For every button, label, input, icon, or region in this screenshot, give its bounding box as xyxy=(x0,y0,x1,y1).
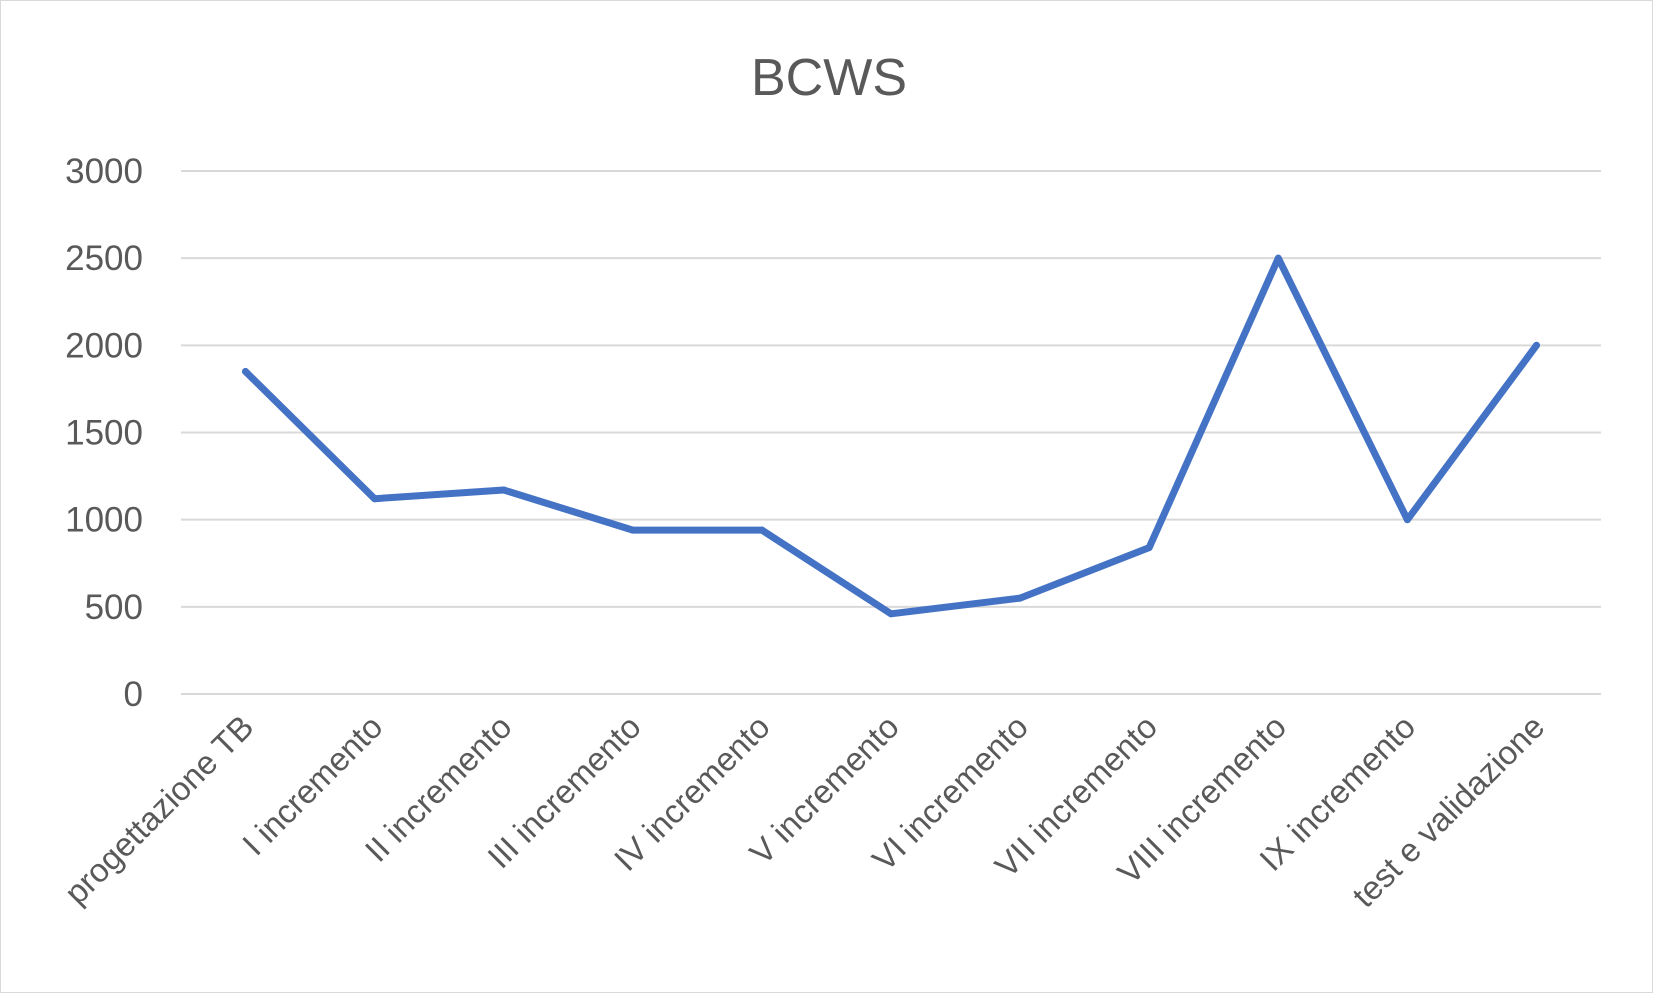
y-tick-label: 1500 xyxy=(65,414,143,453)
y-tick-label: 3000 xyxy=(65,152,143,191)
data-point xyxy=(242,367,250,375)
data-point xyxy=(500,486,508,494)
data-point xyxy=(1274,254,1282,262)
series-group xyxy=(242,254,1540,618)
y-tick-label: 1000 xyxy=(65,501,143,540)
data-point xyxy=(371,495,379,503)
data-point xyxy=(887,610,895,618)
data-point xyxy=(1145,544,1153,552)
data-point xyxy=(1016,594,1024,602)
data-point xyxy=(629,526,637,534)
data-point xyxy=(758,526,766,534)
data-point xyxy=(1532,341,1540,349)
y-tick-label: 0 xyxy=(124,675,143,714)
y-axis-tick-labels: 0 500 1000 1500 2000 2500 3000 xyxy=(65,152,143,714)
x-tick-label: progettazione TB xyxy=(57,708,260,911)
y-tick-label: 2000 xyxy=(65,326,143,365)
gridlines xyxy=(181,170,1601,695)
data-point xyxy=(1403,516,1411,524)
y-tick-label: 2500 xyxy=(65,239,143,278)
series-line-0 xyxy=(242,254,1540,618)
y-tick-label: 500 xyxy=(85,588,143,627)
chart-title: BCWS xyxy=(751,49,907,107)
